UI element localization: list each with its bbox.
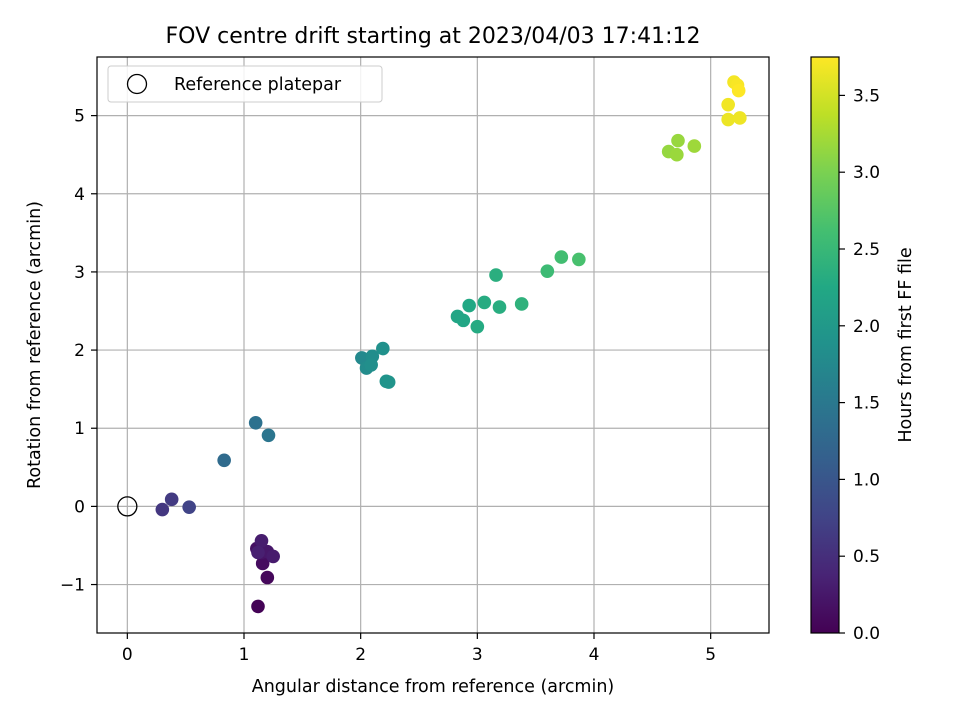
colorbar bbox=[810, 56, 840, 634]
data-point bbox=[554, 250, 569, 264]
data-point bbox=[355, 351, 369, 365]
data-point bbox=[182, 500, 196, 514]
data-point bbox=[217, 453, 231, 468]
data-point bbox=[572, 252, 586, 267]
y-axis-ticks: −1 0 1 2 3 4 5 bbox=[60, 107, 97, 596]
chart-title: FOV centre drift starting at 2023/04/03 … bbox=[166, 24, 701, 49]
data-point bbox=[733, 111, 747, 125]
data-point bbox=[477, 295, 492, 310]
data-point bbox=[164, 492, 179, 507]
data-point bbox=[721, 112, 735, 127]
data-point bbox=[540, 264, 555, 278]
y-axis-label: Rotation from reference (arcmin) bbox=[25, 201, 45, 489]
reference-platepar-marker bbox=[117, 496, 138, 517]
data-point bbox=[670, 147, 684, 162]
y-tick-label: 3 bbox=[74, 263, 85, 283]
x-tick-label: 4 bbox=[589, 645, 600, 665]
x-tick-label: 2 bbox=[355, 645, 366, 665]
colorbar-tick-label: 3.5 bbox=[853, 86, 880, 106]
data-point bbox=[155, 502, 170, 517]
data-point bbox=[266, 549, 280, 564]
data-point bbox=[248, 415, 263, 430]
data-point bbox=[721, 97, 735, 112]
x-tick-label: 3 bbox=[472, 645, 483, 665]
data-point bbox=[251, 545, 265, 560]
x-tick-label: 1 bbox=[239, 645, 250, 665]
data-point bbox=[671, 133, 685, 148]
data-point bbox=[364, 358, 378, 372]
y-tick-label: 5 bbox=[74, 107, 85, 127]
data-point bbox=[731, 83, 746, 98]
x-tick-label: 0 bbox=[122, 645, 133, 665]
y-tick-label: 0 bbox=[74, 497, 85, 517]
colorbar-tick-label: 0.5 bbox=[853, 547, 880, 567]
colorbar-tick-label: 1.5 bbox=[853, 394, 880, 414]
data-point bbox=[261, 428, 276, 443]
data-point bbox=[489, 268, 503, 282]
legend-box bbox=[107, 65, 383, 103]
colorbar-label: Hours from first FF file bbox=[896, 247, 916, 442]
data-point bbox=[260, 570, 275, 585]
y-tick-label: 1 bbox=[74, 419, 85, 439]
colorbar-tick-label: 2.5 bbox=[853, 240, 880, 260]
data-point bbox=[687, 139, 702, 153]
legend: Reference platepar bbox=[107, 65, 383, 103]
data-point bbox=[470, 319, 485, 334]
plot-frame bbox=[96, 56, 770, 634]
data-point bbox=[456, 313, 471, 328]
data-point bbox=[255, 556, 270, 571]
colorbar-ticks: 0.0 0.5 1.0 1.5 2.0 2.5 3.0 3.5 bbox=[839, 86, 880, 644]
x-tick-label: 5 bbox=[705, 645, 716, 665]
y-tick-label: 4 bbox=[74, 185, 85, 205]
y-tick-label: 2 bbox=[74, 341, 85, 361]
data-point bbox=[251, 599, 265, 614]
colorbar-tick-label: 2.0 bbox=[853, 317, 880, 337]
data-point bbox=[381, 375, 396, 389]
legend-marker-icon bbox=[126, 73, 148, 95]
y-tick-label: −1 bbox=[60, 576, 85, 596]
data-point bbox=[254, 533, 269, 548]
colorbar-tick-label: 0.0 bbox=[853, 624, 880, 644]
colorbar-tick-label: 1.0 bbox=[853, 470, 880, 490]
x-axis-ticks: 0 1 2 3 4 5 bbox=[122, 633, 716, 665]
data-point bbox=[376, 341, 390, 356]
grid-layer bbox=[97, 57, 769, 633]
data-point bbox=[514, 297, 529, 311]
legend-entry-reference-platepar: Reference platepar bbox=[174, 75, 342, 95]
x-axis-label: Angular distance from reference (arcmin) bbox=[252, 677, 615, 697]
colorbar-tick-label: 3.0 bbox=[853, 163, 880, 183]
data-point bbox=[492, 300, 507, 314]
data-point bbox=[462, 298, 476, 313]
points-layer bbox=[117, 75, 747, 614]
